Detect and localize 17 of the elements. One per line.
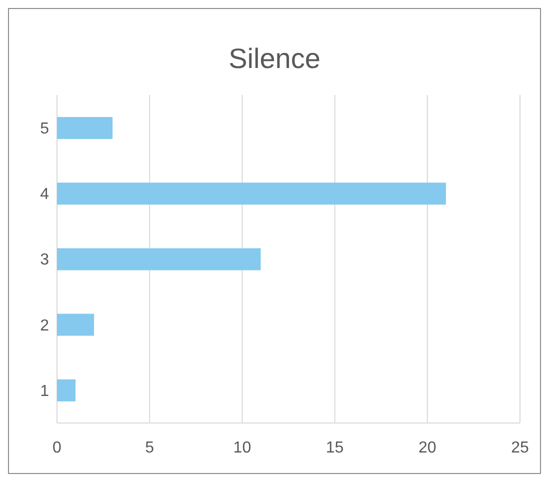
x-tick-label: 10 — [233, 439, 252, 456]
bar — [57, 379, 76, 402]
y-tick-label: 4 — [40, 186, 50, 204]
bar — [57, 182, 446, 205]
y-tick-label: 1 — [40, 382, 50, 400]
y-tick-label: 2 — [40, 317, 50, 334]
bar — [57, 248, 261, 270]
bar — [57, 117, 113, 139]
y-tick-label: 5 — [40, 120, 50, 138]
x-tick-label: 5 — [145, 439, 154, 456]
x-tick-label: 15 — [326, 439, 344, 456]
chart-title: Silence — [228, 43, 322, 76]
x-tick-label: 20 — [418, 439, 436, 456]
bar — [57, 314, 94, 336]
y-tick-label: 3 — [40, 252, 50, 269]
x-tick-label: 25 — [511, 439, 529, 456]
x-tick-label: 0 — [52, 439, 62, 456]
